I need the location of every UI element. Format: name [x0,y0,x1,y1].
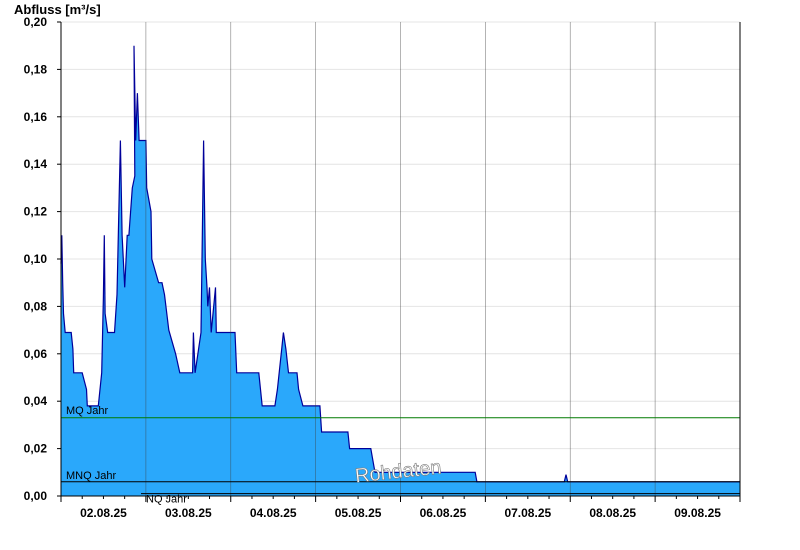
reference-label: NQ Jahr [146,494,187,506]
y-tick-label: 0,16 [24,110,48,124]
x-tick-label: 03.08.25 [165,506,212,520]
day-separators [145,22,656,496]
reference-label: MNQ Jahr [66,470,116,482]
x-tick-label: 06.08.25 [420,506,467,520]
discharge-line [60,45,740,483]
y-tick-label: 0,20 [24,15,48,29]
x-tick-label: 05.08.25 [335,506,382,520]
y-tick-label: 0,12 [24,205,48,219]
x-tick-label: 07.08.25 [504,506,551,520]
reference-label: MQ Jahr [66,405,109,417]
x-tick-label: 04.08.25 [250,506,297,520]
x-tick-label: 02.08.25 [80,506,127,520]
y-tick-label: 0,10 [24,252,48,266]
y-tick-label: 0,04 [24,394,48,408]
y-axis-title: Abfluss [m³/s] [14,2,101,17]
x-tick-label: 08.08.25 [589,506,636,520]
y-tick-label: 0,08 [24,299,48,313]
y-tick-label: 0,14 [24,157,48,171]
axes: 0,00 0,02 0,04 0,06 0,08 0,10 0,12 0,14 0,16 0,18… [24,15,741,520]
reference-lines: MQ Jahr MNQ Jahr NQ Jahr [61,405,740,506]
y-tick-label: 0,18 [24,62,48,76]
y-tick-label: 0,06 [24,347,48,361]
y-tick-label: 0,00 [24,489,48,503]
y-tick-label: 0,02 [24,442,48,456]
x-tick-label: 09.08.25 [674,506,721,520]
